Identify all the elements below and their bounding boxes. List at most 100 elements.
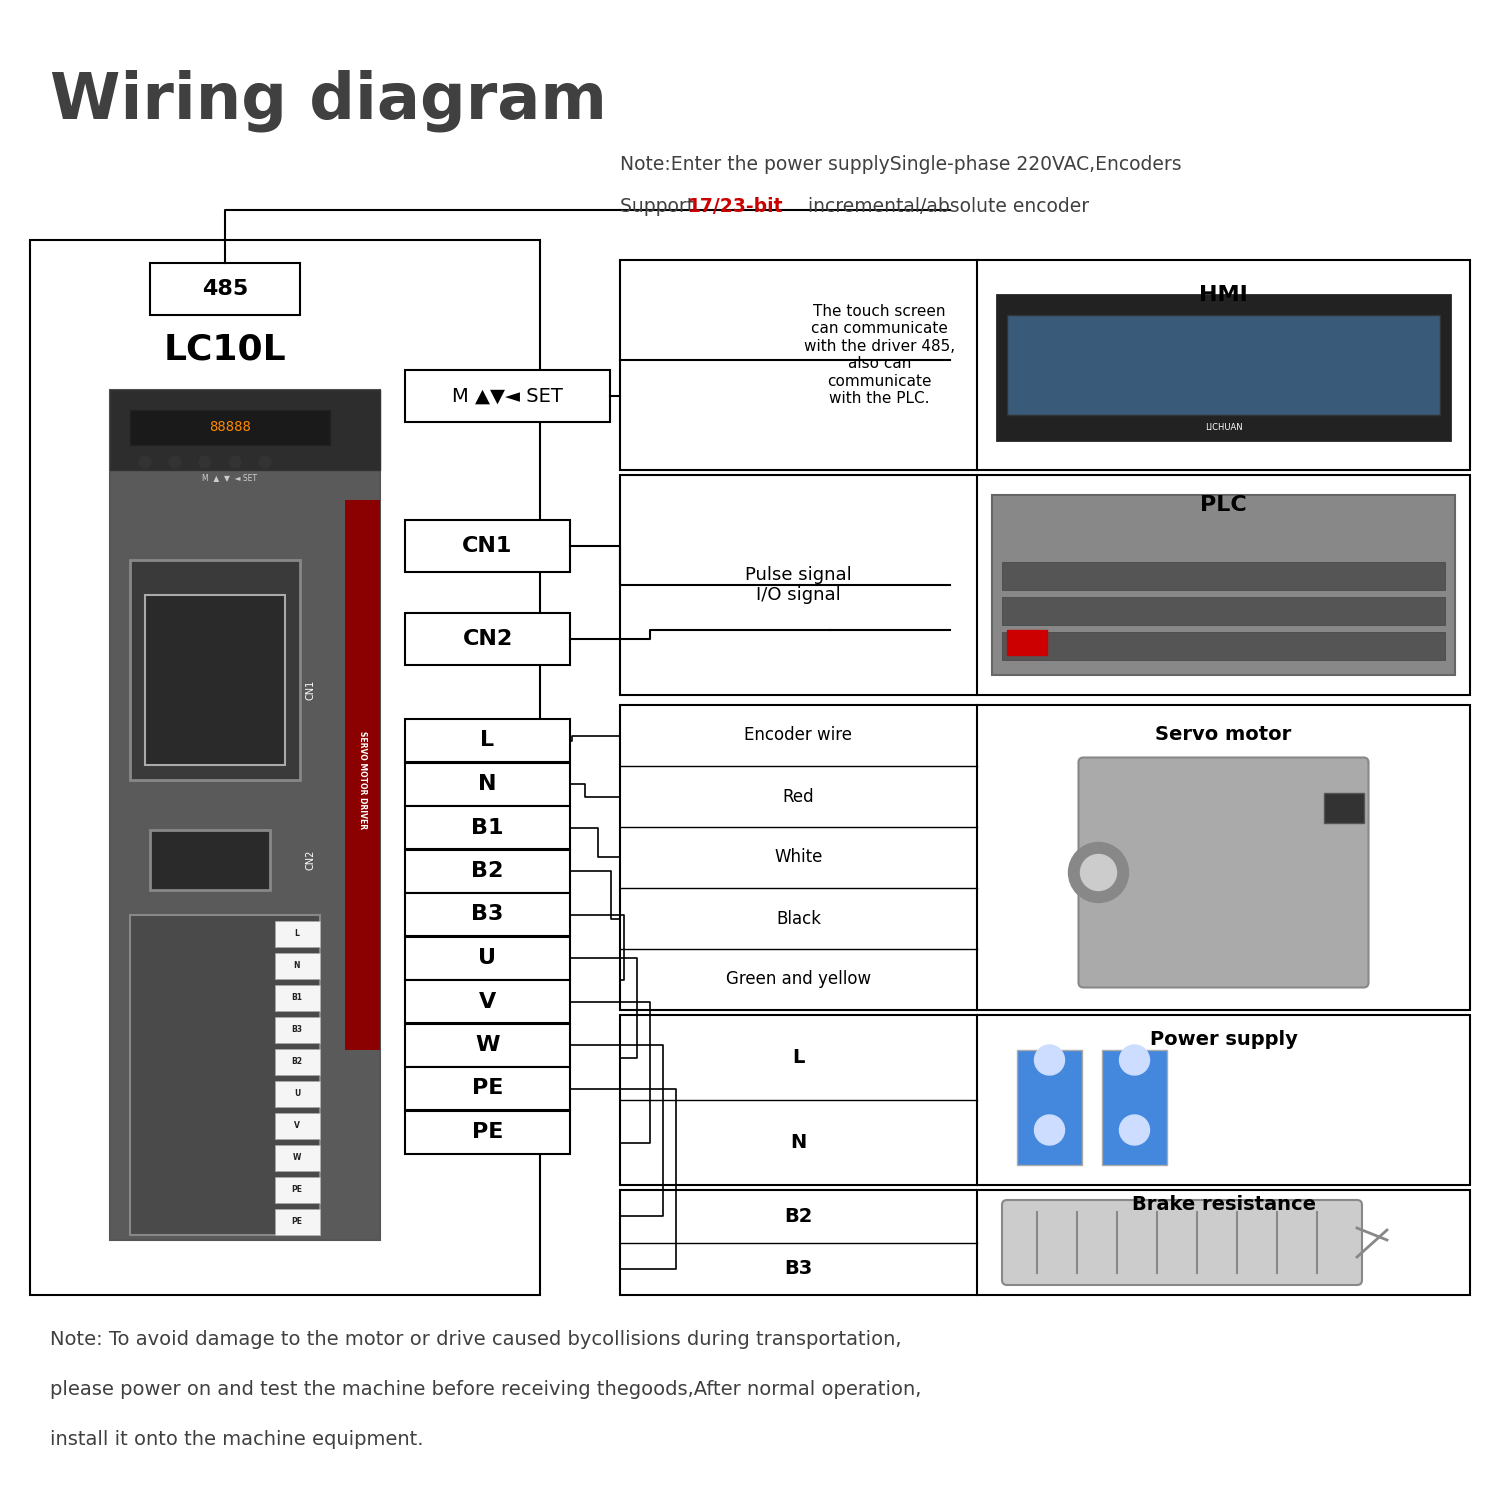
Text: N: N <box>478 774 496 794</box>
Text: please power on and test the machine before receiving thegoods,After normal oper: please power on and test the machine bef… <box>50 1380 921 1400</box>
Text: U: U <box>478 948 496 968</box>
Text: The touch screen
can communicate
with the driver 485,
also can
communicate
with : The touch screen can communicate with th… <box>804 304 956 406</box>
Text: Encoder wire: Encoder wire <box>744 726 852 744</box>
Text: Red: Red <box>783 788 814 806</box>
FancyBboxPatch shape <box>405 849 570 892</box>
FancyBboxPatch shape <box>405 718 570 762</box>
FancyBboxPatch shape <box>992 495 1455 675</box>
FancyBboxPatch shape <box>150 262 300 315</box>
Text: Pulse signal
I/O signal: Pulse signal I/O signal <box>746 566 852 604</box>
FancyBboxPatch shape <box>405 370 610 422</box>
FancyBboxPatch shape <box>405 1110 570 1154</box>
FancyBboxPatch shape <box>620 705 1470 1010</box>
Text: Black: Black <box>776 909 820 927</box>
FancyBboxPatch shape <box>274 1048 320 1076</box>
FancyBboxPatch shape <box>405 806 570 849</box>
Circle shape <box>200 456 211 468</box>
FancyBboxPatch shape <box>405 520 570 572</box>
Text: CN2: CN2 <box>304 850 315 870</box>
Text: L: L <box>294 930 300 939</box>
FancyBboxPatch shape <box>405 936 570 980</box>
Text: Support: Support <box>620 196 701 216</box>
FancyBboxPatch shape <box>1078 758 1368 987</box>
Text: B3: B3 <box>784 1260 813 1278</box>
Text: PE: PE <box>291 1185 303 1194</box>
FancyBboxPatch shape <box>274 1113 320 1138</box>
FancyBboxPatch shape <box>1002 632 1444 660</box>
FancyBboxPatch shape <box>274 1082 320 1107</box>
FancyBboxPatch shape <box>274 921 320 946</box>
FancyBboxPatch shape <box>998 296 1450 440</box>
Text: B2: B2 <box>291 1058 303 1066</box>
Text: B3: B3 <box>471 904 504 924</box>
Text: U: U <box>294 1089 300 1098</box>
Text: 17/23-bit: 17/23-bit <box>688 196 783 216</box>
FancyBboxPatch shape <box>146 596 285 765</box>
Text: N: N <box>294 962 300 970</box>
Text: L: L <box>480 730 495 750</box>
Text: Brake resistance: Brake resistance <box>1131 1196 1316 1214</box>
Text: install it onto the machine equipment.: install it onto the machine equipment. <box>50 1430 423 1449</box>
FancyBboxPatch shape <box>130 410 330 446</box>
FancyBboxPatch shape <box>274 952 320 980</box>
Circle shape <box>260 456 272 468</box>
FancyBboxPatch shape <box>1002 597 1444 626</box>
FancyBboxPatch shape <box>405 980 570 1023</box>
FancyBboxPatch shape <box>405 892 570 936</box>
Circle shape <box>170 456 182 468</box>
Text: N: N <box>790 1132 807 1152</box>
FancyBboxPatch shape <box>274 986 320 1011</box>
Text: CN1: CN1 <box>462 536 513 556</box>
Text: incremental/absolute encoder: incremental/absolute encoder <box>802 196 1089 216</box>
FancyBboxPatch shape <box>110 390 380 1240</box>
Text: B3: B3 <box>291 1026 303 1035</box>
Circle shape <box>1035 1046 1065 1076</box>
Text: LC10L: LC10L <box>164 333 286 368</box>
Text: 485: 485 <box>202 279 248 298</box>
Text: V: V <box>294 1122 300 1131</box>
Circle shape <box>1068 843 1128 903</box>
FancyBboxPatch shape <box>150 830 270 890</box>
Text: B2: B2 <box>471 861 504 880</box>
Text: PE: PE <box>472 1122 502 1142</box>
Circle shape <box>1119 1114 1149 1144</box>
FancyBboxPatch shape <box>1002 1200 1362 1286</box>
Text: Servo motor: Servo motor <box>1155 724 1292 744</box>
FancyBboxPatch shape <box>345 500 380 1050</box>
FancyBboxPatch shape <box>1323 792 1364 822</box>
FancyBboxPatch shape <box>30 240 540 1294</box>
Text: Note:Enter the power supplySingle-phase 220VAC,Encoders: Note:Enter the power supplySingle-phase … <box>620 154 1182 174</box>
Text: CN2: CN2 <box>462 628 513 650</box>
Circle shape <box>1119 1046 1149 1076</box>
Text: LICHUAN: LICHUAN <box>1204 423 1242 432</box>
Circle shape <box>1035 1114 1065 1144</box>
Text: B2: B2 <box>784 1206 813 1225</box>
Circle shape <box>1080 855 1116 891</box>
Circle shape <box>140 456 152 468</box>
Text: PLC: PLC <box>1200 495 1246 514</box>
FancyBboxPatch shape <box>405 1066 570 1110</box>
Text: M ▲▼◄ SET: M ▲▼◄ SET <box>452 387 562 405</box>
FancyBboxPatch shape <box>620 260 1470 470</box>
FancyBboxPatch shape <box>1002 562 1444 590</box>
Text: V: V <box>478 992 496 1011</box>
FancyBboxPatch shape <box>620 1016 1470 1185</box>
Text: W: W <box>476 1035 500 1054</box>
FancyBboxPatch shape <box>1102 1050 1167 1166</box>
Text: White: White <box>774 849 822 867</box>
FancyBboxPatch shape <box>620 476 1470 694</box>
FancyBboxPatch shape <box>405 614 570 664</box>
FancyBboxPatch shape <box>130 915 320 1234</box>
FancyBboxPatch shape <box>274 1209 320 1234</box>
Text: Green and yellow: Green and yellow <box>726 970 872 988</box>
Circle shape <box>230 456 242 468</box>
FancyBboxPatch shape <box>405 1023 570 1066</box>
Text: L: L <box>792 1048 804 1066</box>
Text: Power supply: Power supply <box>1149 1030 1298 1048</box>
Text: B1: B1 <box>471 818 504 837</box>
Text: B1: B1 <box>291 993 303 1002</box>
Text: SERVO MOTOR DRIVER: SERVO MOTOR DRIVER <box>358 730 368 830</box>
FancyBboxPatch shape <box>274 1144 320 1172</box>
FancyBboxPatch shape <box>130 560 300 780</box>
Text: W: W <box>292 1154 302 1162</box>
